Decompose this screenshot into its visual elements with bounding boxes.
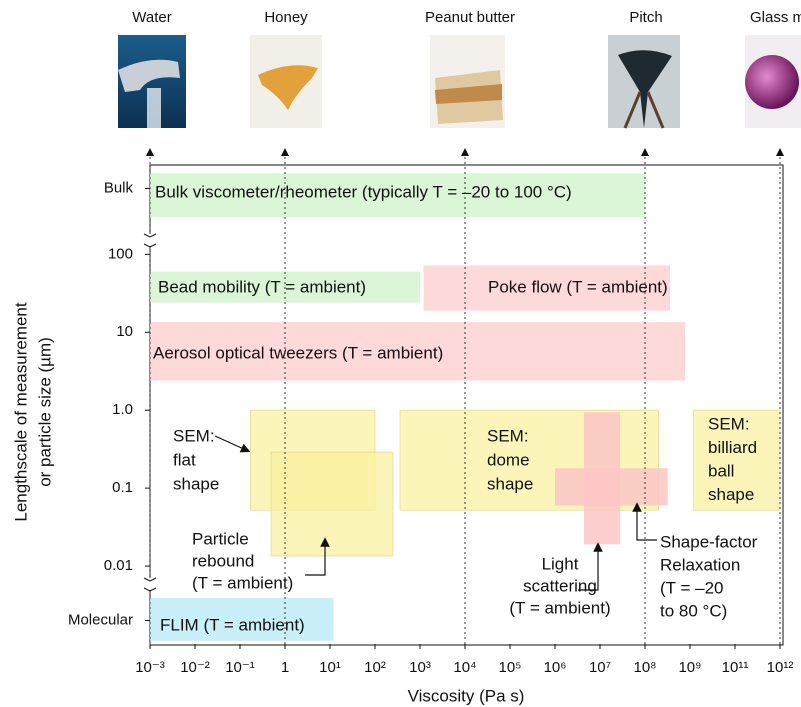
range-box: [555, 468, 668, 506]
box-label: Poke flow (T = ambient): [488, 277, 668, 296]
x-axis-title: Viscosity (Pa s): [408, 686, 525, 705]
x-tick-label: 1: [281, 659, 289, 676]
x-tick-label: 10²: [364, 659, 386, 676]
box-label: Bulk viscometer/rheometer (typically T =…: [155, 182, 572, 201]
annotation-arrow: [578, 542, 603, 591]
axis-break-gap: [146, 578, 154, 590]
box-label: flat: [173, 450, 196, 469]
y-axis-title: or particle size (µm): [35, 337, 54, 487]
box-label: rebound: [192, 551, 254, 570]
range-box: [150, 173, 645, 218]
x-tick-label: 10⁸: [633, 659, 656, 676]
box-label: (T = ambient): [509, 598, 610, 617]
annotation-arrow: [214, 435, 251, 453]
box-label: shape: [487, 474, 533, 493]
box-label: shape: [708, 485, 754, 504]
y-axis-title: Lengthscale of measurement: [11, 302, 30, 522]
x-tick-label: 10⁹: [678, 659, 701, 676]
box-label: to 80 °C): [660, 601, 727, 620]
box-label: billiard: [708, 438, 757, 457]
box-label: Particle: [192, 529, 249, 548]
y-tick-label: 0.01: [104, 557, 133, 574]
y-tick-label: Bulk: [104, 179, 134, 196]
box-label: scattering: [523, 576, 597, 595]
x-tick-label: 10⁷: [589, 659, 611, 676]
photos: [118, 35, 801, 129]
box-label: SEM:: [173, 426, 215, 445]
box-label: Relaxation: [660, 555, 740, 574]
x-tick-label: 10⁴: [453, 659, 476, 676]
range-box: [150, 597, 334, 641]
y-tick-label: 1.0: [112, 401, 133, 418]
x-tick-label: 10¹²: [767, 659, 794, 676]
image-label: Glass m: [750, 9, 801, 26]
image-label: Peanut butter: [425, 9, 515, 26]
image-label: Honey: [264, 9, 308, 26]
annotation-arrow: [632, 502, 657, 541]
box-label: shape: [173, 474, 219, 493]
axis-break: [143, 577, 157, 592]
annotation-arrow: [305, 537, 330, 576]
box-label: dome: [487, 450, 530, 469]
x-tick-label: 10¹: [319, 659, 341, 676]
box-label: (T = ambient): [192, 573, 293, 592]
y-tick-label: 10: [116, 323, 133, 340]
box-label: FLIM (T = ambient): [160, 615, 305, 634]
box-label: Aerosol optical tweezers (T = ambient): [153, 343, 443, 362]
x-tick-label: 10⁻³: [135, 659, 165, 676]
x-tick-label: 10⁶: [544, 659, 567, 676]
range-box: [270, 451, 394, 557]
box-label: ball: [708, 461, 734, 480]
image-label: Pitch: [629, 9, 662, 26]
axis-break-gap: [146, 234, 154, 246]
y-tick-label: Molecular: [68, 612, 133, 629]
box-label: SEM:: [708, 414, 750, 433]
range-box: [693, 409, 781, 511]
axis-break: [143, 233, 157, 248]
plot-frame: [149, 164, 784, 646]
box-label: Light: [542, 554, 579, 573]
y-tick-label: 100: [108, 245, 133, 262]
range-box: [150, 322, 686, 381]
box-label: Shape-factor: [660, 532, 758, 551]
y-tick-label: 0.1: [112, 479, 133, 496]
x-tick-label: 10⁻²: [180, 659, 210, 676]
x-tick-label: 10³: [409, 659, 431, 676]
x-tick-label: 10⁻¹: [225, 659, 255, 676]
x-tick-label: 10¹¹: [722, 659, 749, 676]
box-label: Bead mobility (T = ambient): [158, 277, 366, 296]
image-label: Water: [132, 9, 171, 26]
box-label: (T = –20: [660, 578, 723, 597]
x-tick-label: 10⁵: [499, 659, 522, 676]
box-label: SEM:: [487, 426, 529, 445]
